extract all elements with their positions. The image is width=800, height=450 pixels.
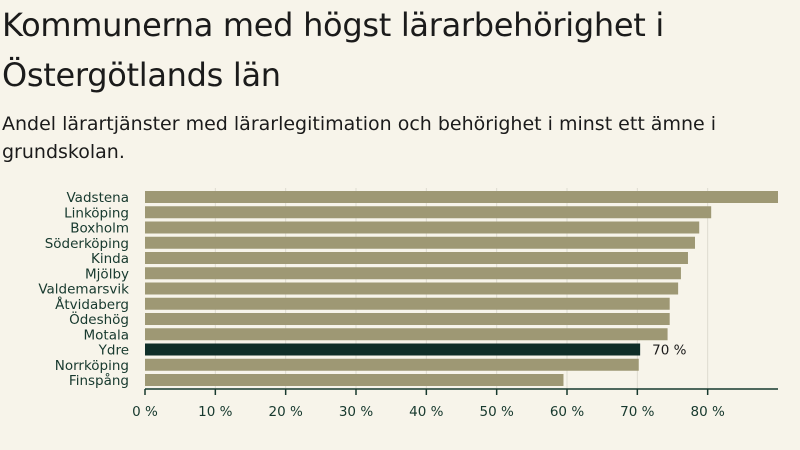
- x-tick-label: 20 %: [269, 404, 303, 420]
- bar: [145, 221, 700, 234]
- bar: [145, 206, 712, 219]
- bar: [145, 267, 681, 280]
- bar: [145, 343, 641, 356]
- category-label: Norrköping: [55, 358, 129, 374]
- bar: [145, 236, 696, 249]
- category-label: Kinda: [91, 251, 129, 267]
- bar: [145, 328, 668, 341]
- x-tick-label: 30 %: [339, 404, 373, 420]
- bar: [145, 313, 670, 325]
- category-label: Motala: [84, 327, 130, 343]
- bar: [145, 191, 778, 203]
- x-tick-label: 10 %: [198, 404, 232, 420]
- x-tick-label: 50 %: [480, 404, 514, 420]
- x-tick-label: 0 %: [132, 404, 158, 420]
- category-label: Ödeshög: [69, 310, 129, 328]
- x-tick-label: 80 %: [691, 404, 725, 420]
- category-label: Ydre: [98, 343, 129, 359]
- category-label: Valdemarsvik: [38, 282, 129, 298]
- chart-title: Kommunerna med högst lärarbehörighet i Ö…: [2, 6, 664, 94]
- bar: [145, 252, 688, 264]
- category-label: Linköping: [64, 205, 129, 221]
- category-label: Finspång: [69, 372, 129, 389]
- bar: [145, 358, 639, 371]
- bar: [145, 297, 670, 310]
- bar: [145, 374, 564, 386]
- x-tick-label: 60 %: [550, 404, 584, 420]
- x-tick-label: 70 %: [620, 404, 654, 420]
- category-label: Boxholm: [70, 221, 129, 237]
- category-label: Vadstena: [67, 190, 130, 206]
- data-label: 70 %: [652, 343, 686, 359]
- chart-subtitle: Andel lärartjänster med lärarlegitimatio…: [2, 113, 717, 163]
- category-label: Söderköping: [45, 236, 129, 252]
- bar: [145, 282, 679, 295]
- category-label: Mjölby: [85, 266, 129, 282]
- category-label: Åtvidaberg: [55, 296, 129, 313]
- x-tick-label: 40 %: [409, 404, 443, 420]
